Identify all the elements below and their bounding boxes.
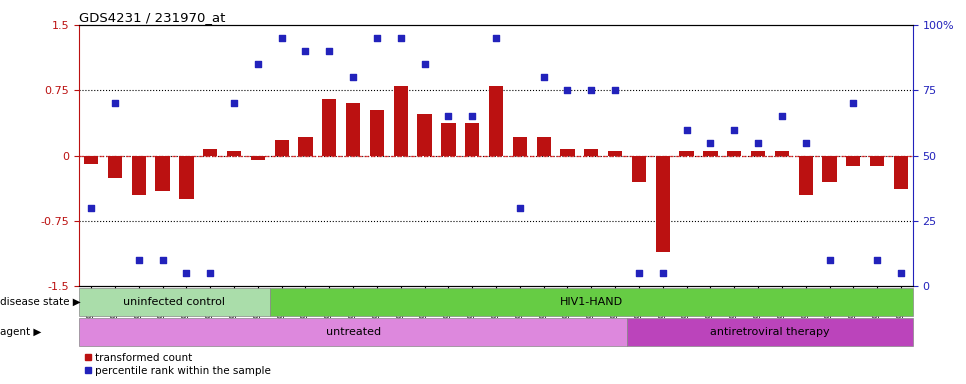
Point (679, 126, 695, 132)
Point (226, 100, 242, 106)
Bar (79, 318, 627, 346)
Point (798, 139, 813, 146)
Point (608, 87, 623, 93)
Point (845, 100, 861, 106)
Bar (370, 110, 384, 156)
Bar (846, 156, 861, 166)
Point (702, 139, 718, 146)
Bar (203, 149, 217, 156)
Point (179, 270, 194, 276)
Point (274, 35, 290, 41)
Point (298, 48, 313, 54)
Bar (536, 137, 551, 156)
Point (83, 205, 99, 211)
Bar (584, 149, 599, 156)
Point (512, 205, 527, 211)
Bar (251, 156, 265, 160)
Text: GDS4231 / 231970_at: GDS4231 / 231970_at (79, 11, 226, 24)
Bar (775, 151, 789, 156)
Point (440, 113, 456, 119)
Bar (799, 156, 812, 195)
Point (726, 126, 742, 132)
Bar (108, 156, 122, 177)
Bar (180, 156, 193, 199)
Bar (393, 86, 408, 156)
Bar (822, 156, 837, 182)
Point (774, 113, 789, 119)
Point (203, 270, 218, 276)
Point (751, 139, 766, 146)
Bar (131, 156, 146, 195)
Bar (679, 151, 694, 156)
Bar (156, 156, 170, 190)
Text: untreated: untreated (326, 327, 381, 337)
Bar (632, 156, 646, 182)
Bar (894, 156, 908, 189)
Bar (489, 86, 503, 156)
Point (536, 74, 552, 80)
Bar (513, 137, 527, 156)
Point (369, 35, 384, 41)
Point (583, 87, 599, 93)
Point (322, 48, 337, 54)
Bar (560, 149, 575, 156)
Bar (703, 151, 718, 156)
Bar (270, 288, 913, 316)
Point (869, 257, 885, 263)
Bar (323, 99, 336, 156)
Bar (227, 151, 242, 156)
Point (155, 257, 170, 263)
Text: HIV1-HAND: HIV1-HAND (559, 297, 623, 307)
Bar (417, 114, 432, 156)
Bar (727, 151, 741, 156)
Bar (79, 288, 270, 316)
Point (393, 35, 409, 41)
Bar (627, 318, 913, 346)
Bar (274, 140, 289, 156)
Point (559, 87, 575, 93)
Point (417, 61, 433, 67)
Text: antiretroviral therapy: antiretroviral therapy (710, 327, 830, 337)
Bar (346, 103, 360, 156)
Point (346, 74, 361, 80)
Bar (84, 156, 99, 164)
Bar (656, 156, 669, 252)
Point (822, 257, 838, 263)
Text: disease state ▶: disease state ▶ (0, 297, 81, 307)
Legend: transformed count, percentile rank within the sample: transformed count, percentile rank withi… (84, 353, 270, 376)
Point (489, 35, 504, 41)
Point (655, 270, 670, 276)
Bar (751, 151, 765, 156)
Bar (465, 122, 479, 156)
Bar (870, 156, 884, 166)
Point (107, 100, 123, 106)
Bar (608, 151, 622, 156)
Point (894, 270, 909, 276)
Point (131, 257, 147, 263)
Bar (441, 122, 456, 156)
Text: uninfected control: uninfected control (124, 297, 225, 307)
Point (465, 113, 480, 119)
Point (250, 61, 266, 67)
Text: agent ▶: agent ▶ (0, 327, 42, 337)
Bar (298, 137, 313, 156)
Point (631, 270, 646, 276)
